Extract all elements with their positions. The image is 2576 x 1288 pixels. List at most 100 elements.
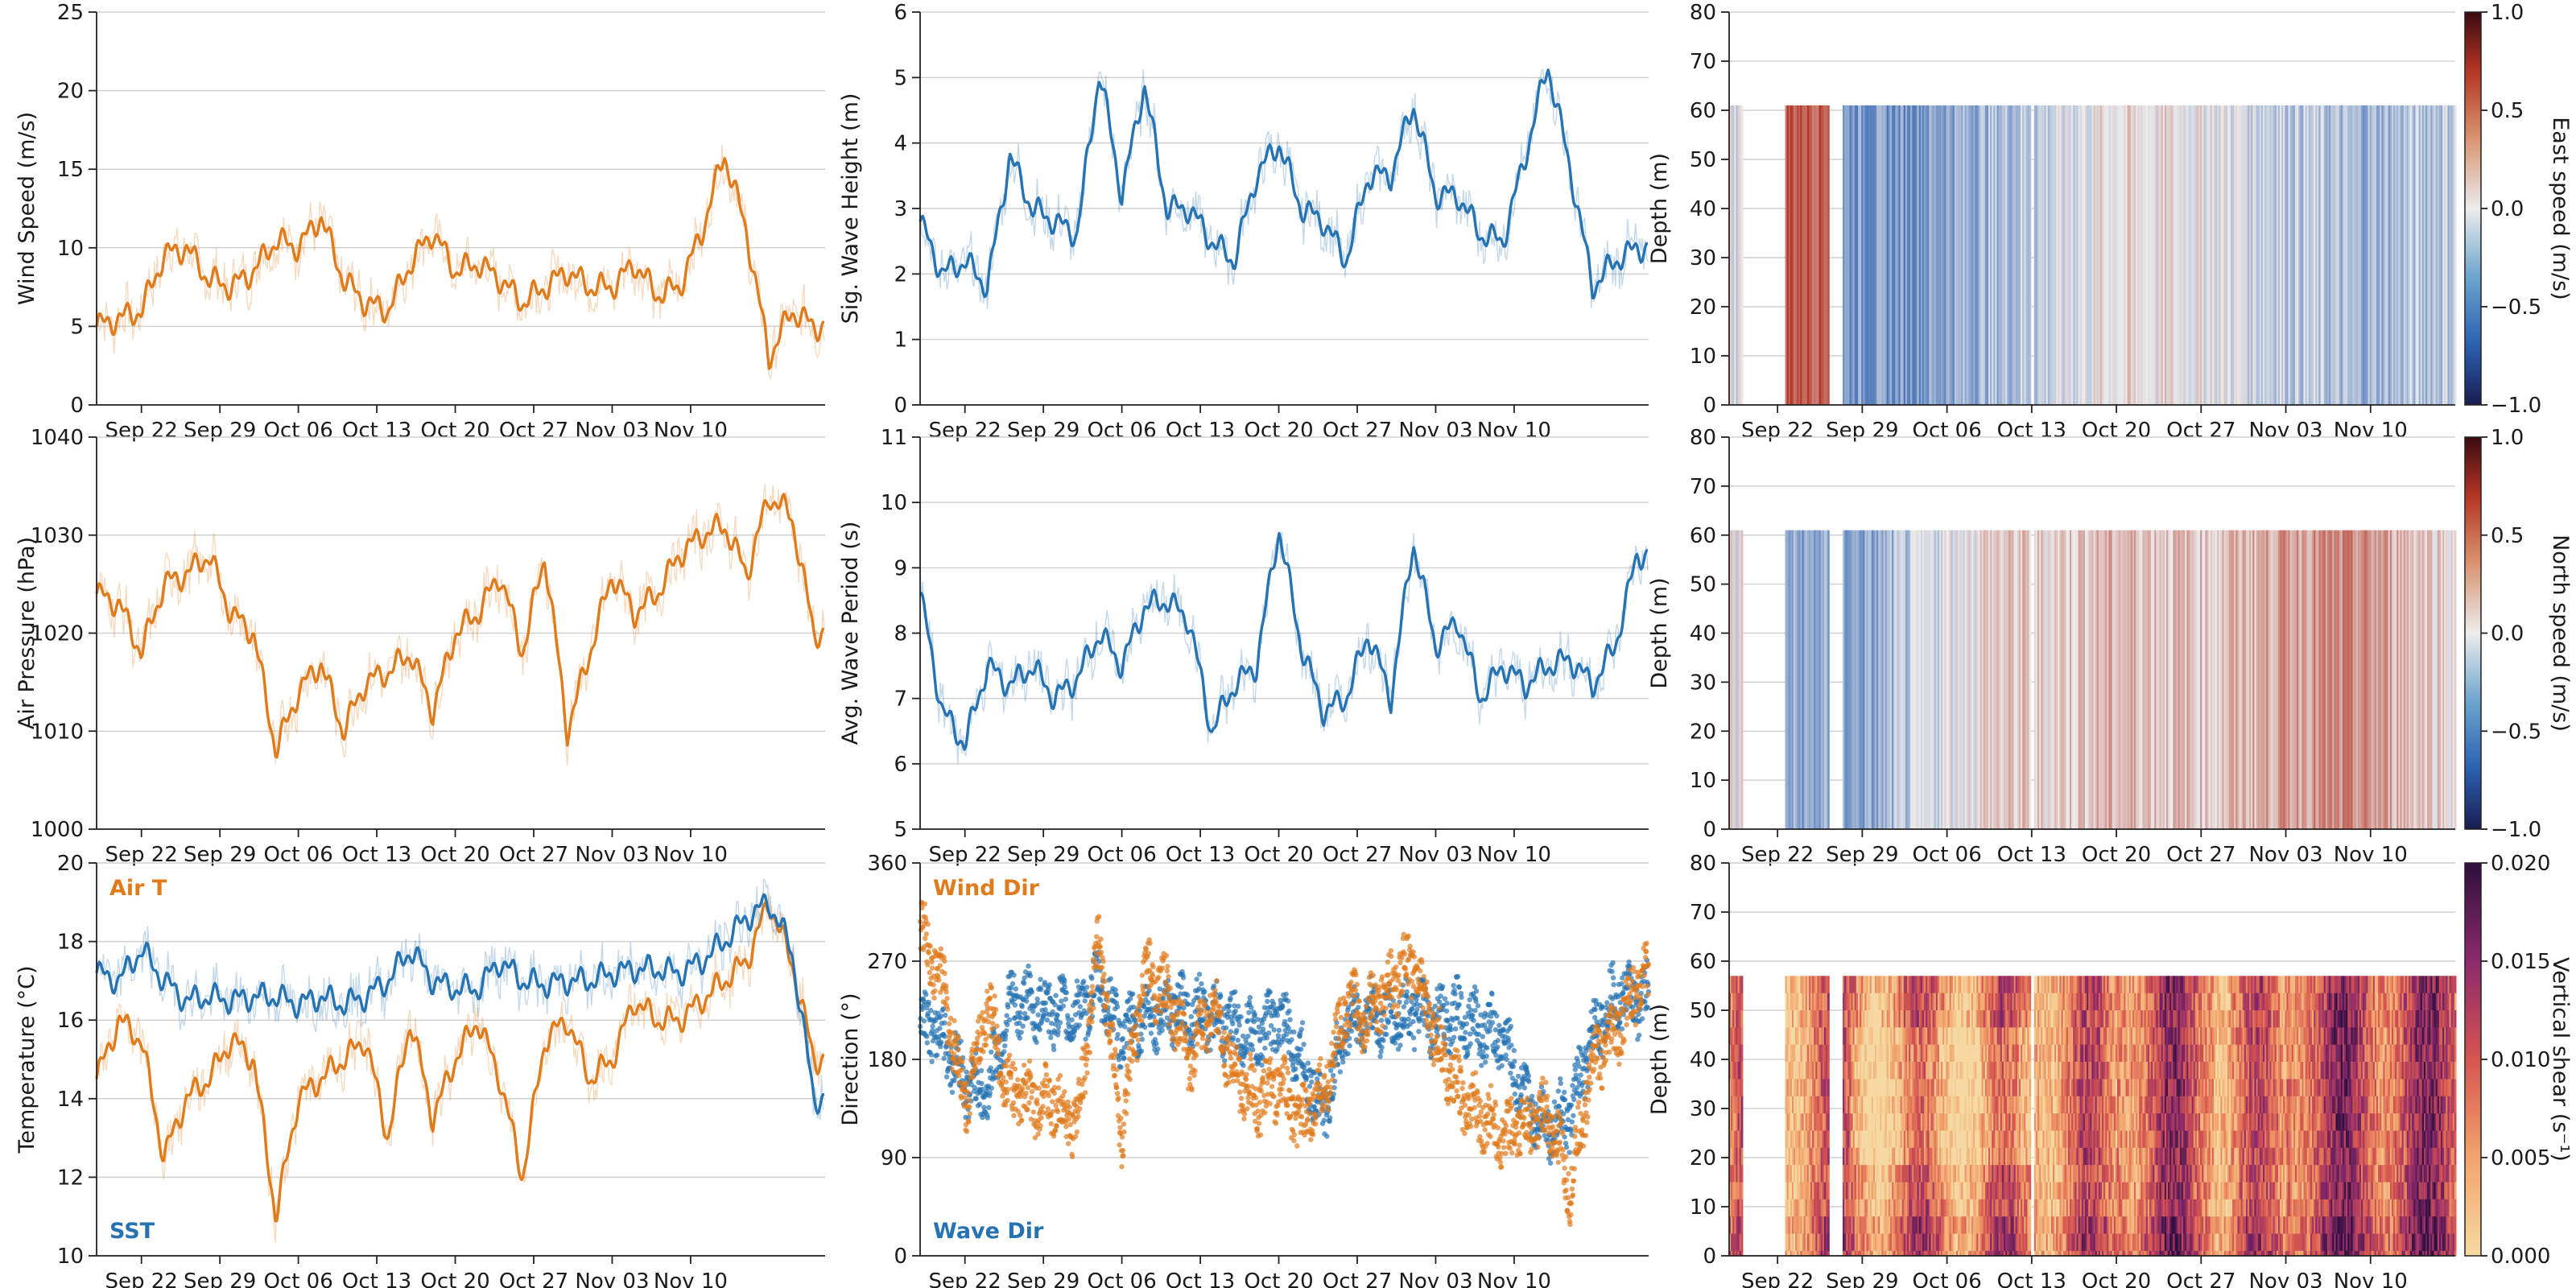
direction-point [1214, 977, 1220, 984]
north-cell [2441, 530, 2443, 829]
north-cell [2413, 530, 2416, 829]
direction-point [1444, 1001, 1450, 1006]
direction-point [1507, 1146, 1513, 1151]
north-cell [2223, 530, 2227, 829]
direction-point [1285, 1102, 1290, 1108]
direction-point [1570, 1192, 1576, 1198]
direction-point [1294, 1143, 1300, 1149]
direction-point [1025, 1015, 1030, 1021]
north-cell [2380, 530, 2382, 829]
north-cell [2046, 530, 2049, 829]
east-cell [2049, 105, 2052, 405]
east-cell [1942, 105, 1945, 405]
direction-point [1172, 1046, 1179, 1053]
east-cell [2401, 105, 2405, 405]
direction-point [924, 1034, 930, 1039]
direction-point [1316, 1067, 1322, 1073]
east-cell [2244, 105, 2247, 405]
direction-point [1158, 1009, 1164, 1015]
east-cell [1984, 105, 1988, 405]
east-cell [2085, 105, 2087, 405]
east-cell [2435, 105, 2438, 405]
north-cell [1785, 530, 1788, 829]
direction-point [931, 995, 937, 1001]
east-cell [2234, 105, 2236, 405]
east-cell [2021, 105, 2023, 405]
direction-point [942, 971, 947, 976]
east-cell [1812, 105, 1814, 405]
direction-point [1348, 1028, 1355, 1034]
direction-point [966, 1098, 972, 1104]
north-cell [2245, 530, 2248, 829]
direction-point [1492, 1027, 1499, 1033]
direction-point [1401, 1004, 1407, 1009]
north-cell [2173, 530, 2176, 829]
direction-point [1291, 1029, 1297, 1035]
direction-point [1529, 1125, 1534, 1132]
north-cell [2374, 530, 2377, 829]
north-cell [2288, 530, 2291, 829]
east-cell [1998, 105, 2001, 405]
north-cell [2423, 530, 2426, 829]
direction-point [942, 1020, 947, 1026]
direction-point [1331, 1062, 1338, 1067]
temperature-xtick-label: Oct 27 [499, 1269, 568, 1288]
direction-point [1356, 1005, 1361, 1010]
direction-point [1583, 1133, 1589, 1138]
direction-point [1053, 993, 1059, 998]
direction-point [1466, 1096, 1472, 1101]
direction-point [1576, 1100, 1582, 1105]
east-cell [2381, 105, 2384, 405]
east-cell [1895, 105, 1897, 405]
direction-point [1595, 1055, 1600, 1062]
direction-point [1379, 1045, 1385, 1051]
direction-point [1268, 1056, 1274, 1062]
north-cell [2127, 530, 2130, 829]
direction-point [1254, 1017, 1261, 1022]
direction-point [1122, 1024, 1128, 1030]
east-cell [2329, 105, 2331, 405]
direction-point [1345, 1051, 1351, 1057]
direction-point [1518, 1065, 1525, 1071]
direction-point [1362, 1044, 1368, 1051]
east-cell [2260, 105, 2264, 405]
direction-point [1113, 987, 1118, 993]
direction-point [1002, 1043, 1008, 1049]
east-cell [2248, 105, 2250, 405]
east-cell [2017, 105, 2020, 405]
north-cell [2137, 530, 2140, 829]
direction-point [1138, 1048, 1145, 1054]
direction-point [1345, 1005, 1352, 1010]
direction-point [1096, 959, 1102, 964]
east-cell [1854, 105, 1857, 405]
direction-point [1337, 1069, 1344, 1075]
direction-point [1015, 1077, 1021, 1083]
east-cell [2386, 105, 2389, 405]
east-cell [1878, 105, 1880, 405]
north-cell [2185, 530, 2187, 829]
direction-point [1331, 1050, 1337, 1056]
direction-point [1114, 1035, 1120, 1042]
direction-point [1572, 1067, 1579, 1072]
direction-point [1402, 1017, 1408, 1022]
north-cell [1786, 530, 1790, 829]
east-cell [2281, 105, 2284, 405]
direction-point [1511, 1047, 1517, 1054]
east-cell [2037, 105, 2040, 405]
north-cell [2171, 530, 2174, 829]
east-cell [1986, 105, 1989, 405]
east-ytick-label: 80 [1690, 1, 1716, 25]
north-cell [2320, 530, 2323, 829]
north-cell [2024, 530, 2026, 829]
north-cell [1897, 530, 1900, 829]
direction-point [1393, 964, 1399, 970]
direction-point [1097, 943, 1103, 949]
east-cell [2047, 105, 2050, 405]
direction-point [1285, 998, 1291, 1004]
north-cell [1847, 530, 1850, 829]
direction-point [1084, 1043, 1091, 1050]
direction-point [921, 1018, 927, 1024]
north-cell [2095, 530, 2098, 829]
north-colorbar-tick-label: 0.0 [2491, 622, 2524, 646]
direction-point [1451, 983, 1456, 989]
